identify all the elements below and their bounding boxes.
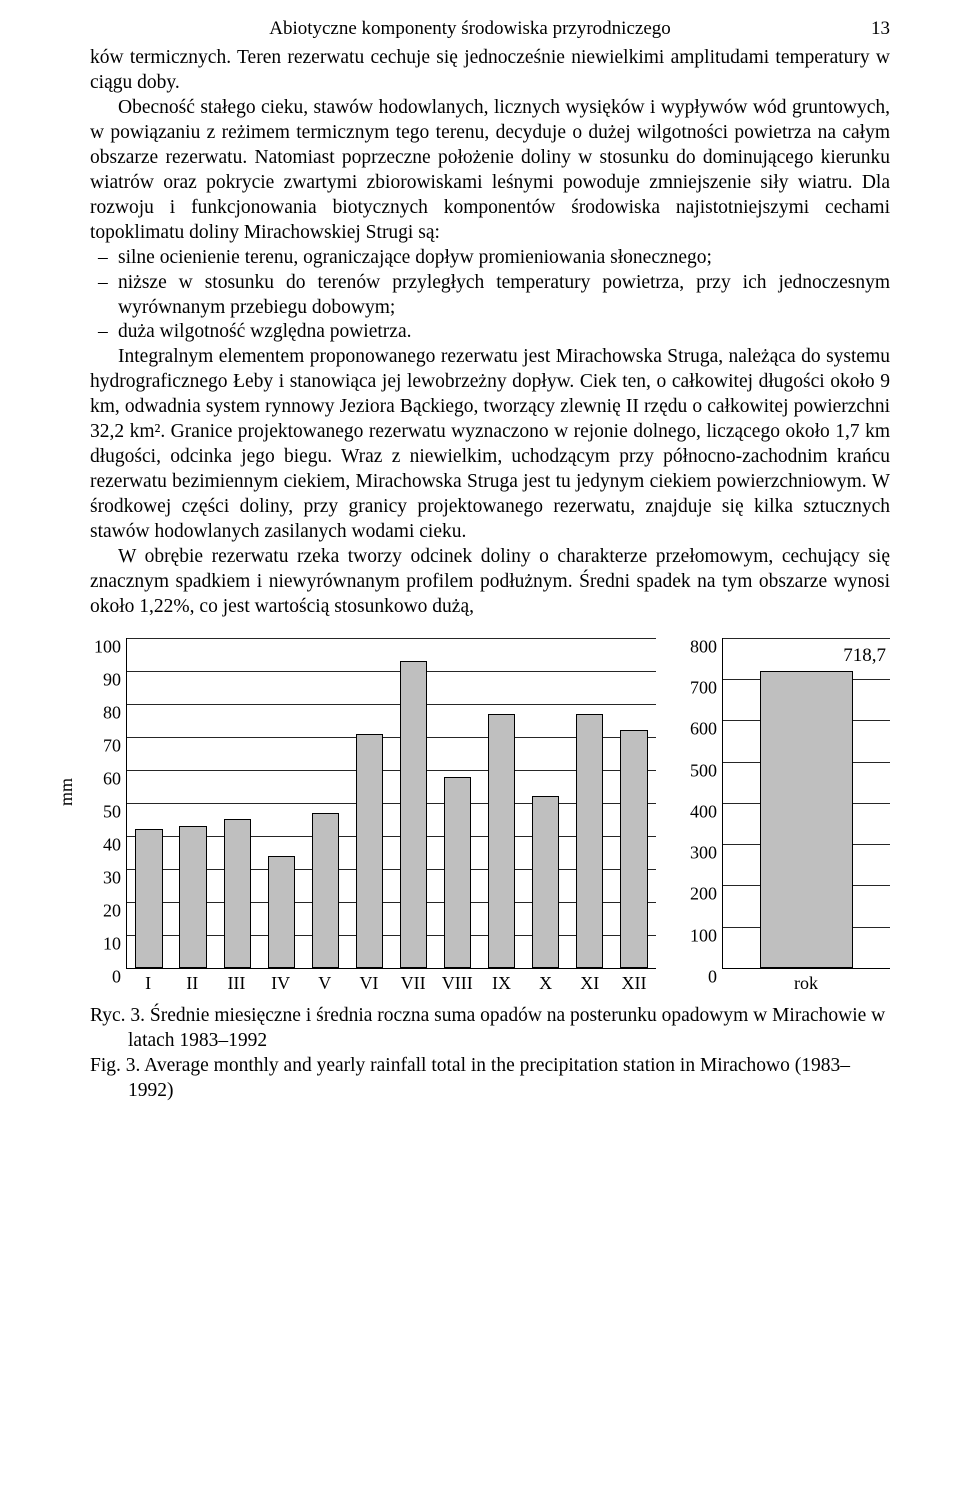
- monthly-x-ticks: IIIIIIIVVVIVIIVIIIIXXXIXII: [126, 973, 656, 994]
- y-tick-label: 100: [94, 636, 127, 657]
- y-axis-label: mm: [56, 778, 77, 806]
- bar: [400, 661, 427, 968]
- bar: [444, 777, 471, 968]
- paragraph-2: Integralnym elementem proponowanego reze…: [90, 345, 890, 545]
- bar: [576, 714, 603, 968]
- bullet-item: niższe w stosunku do terenów przyległych…: [90, 271, 890, 321]
- y-tick-label: 90: [103, 669, 127, 690]
- y-tick-label: 20: [103, 900, 127, 921]
- x-tick-label: VIII: [435, 973, 479, 994]
- paragraph-3: W obrębie rezerwatu rzeka tworzy odcinek…: [90, 545, 890, 620]
- y-tick-label: 100: [690, 925, 723, 946]
- caption-en: Fig. 3. Average monthly and yearly rainf…: [90, 1054, 890, 1104]
- x-tick-label: III: [214, 973, 258, 994]
- x-tick-label: rok: [722, 973, 890, 994]
- header-title: Abiotyczne komponenty środowiska przyrod…: [90, 18, 850, 40]
- annual-plot-area: 718,70100200300400500600700800: [722, 638, 890, 969]
- y-tick-label: 70: [103, 735, 127, 756]
- y-tick-label: 40: [103, 834, 127, 855]
- x-tick-label: IX: [479, 973, 523, 994]
- paragraph-1: Obecność stałego cieku, stawów hodowlany…: [90, 96, 890, 246]
- y-tick-label: 700: [690, 678, 723, 699]
- y-tick-label: 300: [690, 843, 723, 864]
- y-tick-label: 600: [690, 719, 723, 740]
- y-tick-label: 60: [103, 768, 127, 789]
- bar: [268, 856, 295, 968]
- bar: [135, 829, 162, 968]
- running-header: Abiotyczne komponenty środowiska przyrod…: [90, 0, 890, 46]
- annual-chart: 718,70100200300400500600700800 rok: [680, 638, 890, 994]
- monthly-plot-area: 0102030405060708090100: [126, 638, 656, 969]
- y-tick-label: 30: [103, 867, 127, 888]
- figure-caption: Ryc. 3. Średnie miesięczne i średnia roc…: [90, 1004, 890, 1104]
- bar: [760, 671, 854, 967]
- x-tick-label: VII: [391, 973, 435, 994]
- x-tick-label: XII: [612, 973, 656, 994]
- bar: [620, 730, 647, 968]
- charts-row: mm 0102030405060708090100 IIIIIIIVVVIVII…: [90, 638, 890, 994]
- bullet-list: silne ocienienie terenu, ograniczające d…: [90, 246, 890, 346]
- y-tick-label: 800: [690, 636, 723, 657]
- y-tick-label: 0: [708, 966, 723, 987]
- page-number: 13: [850, 18, 890, 40]
- x-tick-label: V: [303, 973, 347, 994]
- x-tick-label: X: [524, 973, 568, 994]
- body-text: ków termicznych. Teren rezerwatu cechuje…: [90, 46, 890, 620]
- bullet-item: silne ocienienie terenu, ograniczające d…: [90, 246, 890, 271]
- bar: [488, 714, 515, 968]
- y-tick-label: 10: [103, 933, 127, 954]
- y-tick-label: 500: [690, 760, 723, 781]
- bullet-item: duża wilgotność względna powietrza.: [90, 320, 890, 345]
- bar: [532, 796, 559, 968]
- y-tick-label: 50: [103, 801, 127, 822]
- bar: [312, 813, 339, 968]
- annual-x-ticks: rok: [722, 973, 890, 994]
- x-tick-label: XI: [568, 973, 612, 994]
- y-tick-label: 200: [690, 884, 723, 905]
- monthly-chart: mm 0102030405060708090100 IIIIIIIVVVIVII…: [90, 638, 656, 994]
- bar: [224, 819, 251, 968]
- y-tick-label: 80: [103, 702, 127, 723]
- x-tick-label: I: [126, 973, 170, 994]
- x-tick-label: IV: [259, 973, 303, 994]
- paragraph-continuation: ków termicznych. Teren rezerwatu cechuje…: [90, 46, 890, 96]
- caption-pl: Ryc. 3. Średnie miesięczne i średnia roc…: [90, 1004, 890, 1054]
- x-tick-label: VI: [347, 973, 391, 994]
- bar: [179, 826, 206, 968]
- y-tick-label: 400: [690, 801, 723, 822]
- x-tick-label: II: [170, 973, 214, 994]
- bar: [356, 734, 383, 968]
- y-tick-label: 0: [112, 966, 127, 987]
